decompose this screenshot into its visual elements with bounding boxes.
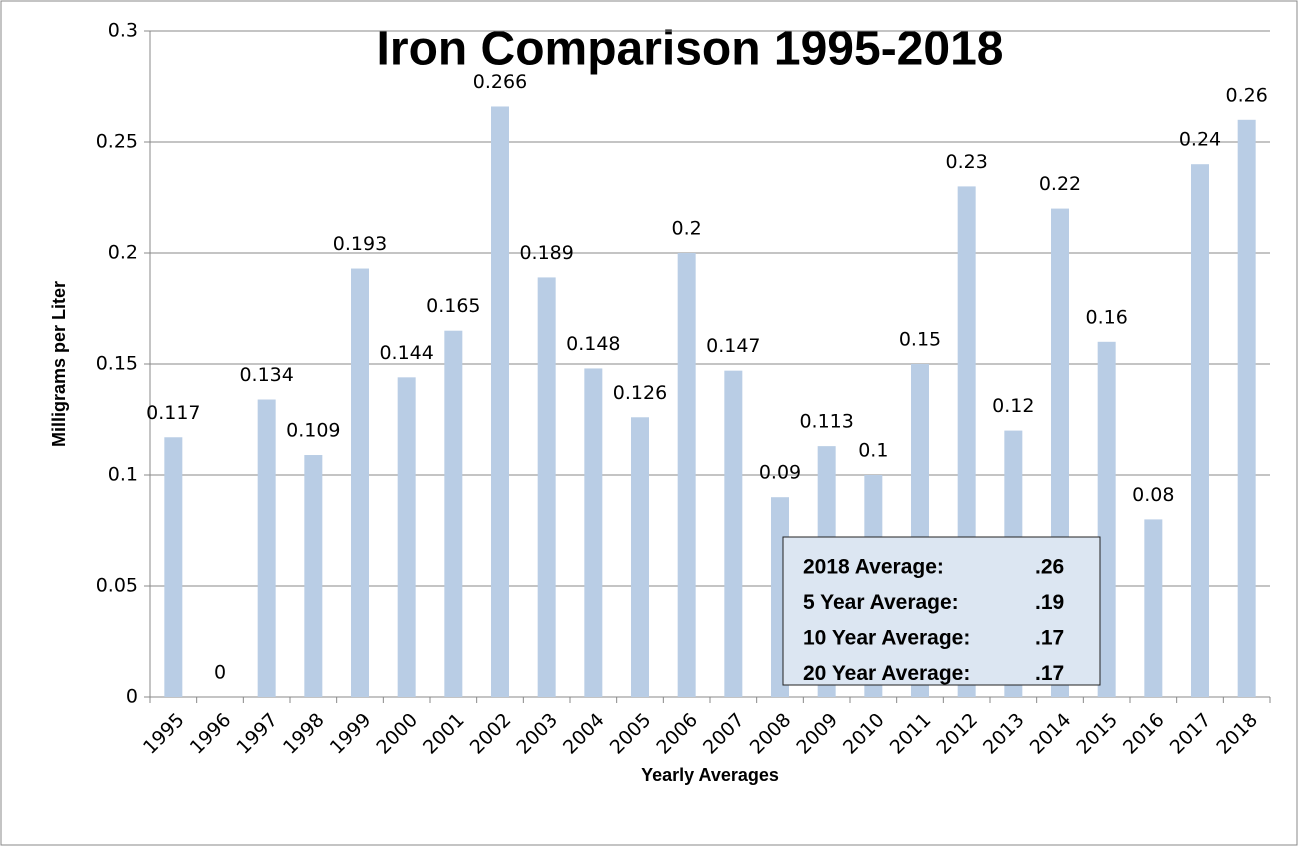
data-label: 0.2 [672, 218, 702, 240]
bar [677, 253, 696, 697]
bar [257, 399, 276, 697]
y-tick-label: 0.25 [96, 131, 138, 153]
annotation-box [782, 536, 1101, 686]
bar [304, 455, 323, 697]
y-tick-label: 0 [126, 686, 138, 708]
y-axis-label: Milligrams per Liter [49, 281, 69, 447]
data-label: 0.165 [426, 295, 480, 317]
bar [397, 377, 416, 697]
data-label: 0.266 [473, 71, 527, 93]
bar [351, 268, 369, 697]
bar [631, 417, 649, 697]
y-tick-label: 0.3 [108, 20, 138, 42]
data-label: 0.08 [1132, 484, 1174, 506]
annotation-value: .17 [1035, 662, 1064, 685]
y-tick-label: 0.1 [108, 464, 138, 486]
bar [1144, 519, 1163, 697]
data-label: 0.09 [759, 462, 801, 484]
data-label: 0.26 [1226, 84, 1268, 106]
bar [1237, 119, 1256, 698]
y-tick-label: 0.15 [96, 353, 138, 375]
bar [164, 437, 183, 697]
data-label: 0.144 [379, 342, 433, 364]
data-label: 0.134 [239, 364, 293, 386]
data-label: 0.117 [146, 402, 200, 424]
y-tick-label: 0.05 [96, 575, 138, 597]
data-label: 0 [214, 662, 226, 684]
data-label: 0.113 [799, 411, 853, 433]
annotation-value: .26 [1035, 556, 1064, 579]
data-label: 0.109 [286, 420, 340, 442]
data-label: 0.193 [333, 233, 387, 255]
data-label: 0.16 [1086, 306, 1128, 328]
bar [537, 277, 556, 697]
data-label: 0.12 [992, 395, 1034, 417]
bar [444, 330, 463, 697]
annotation-label: 2018 Average: [803, 556, 944, 579]
data-label: 0.189 [519, 242, 573, 264]
annotation-value: .19 [1035, 591, 1064, 614]
bar [584, 368, 603, 697]
bar [1097, 341, 1116, 697]
bar [491, 106, 509, 698]
annotation-label: 5 Year Average: [803, 591, 959, 614]
x-axis-label: Yearly Averages [641, 765, 779, 785]
y-tick-label: 0.2 [108, 242, 138, 264]
data-label: 0.15 [899, 329, 941, 351]
data-label: 0.23 [946, 151, 988, 173]
bar [1191, 164, 1209, 697]
data-label: 0.126 [613, 382, 667, 404]
data-label: 0.147 [706, 335, 760, 357]
annotation-label: 20 Year Average: [803, 662, 970, 685]
annotation-label: 10 Year Average: [803, 627, 970, 650]
chart-title: Iron Comparison 1995-2018 [377, 23, 1004, 76]
bar [724, 370, 743, 697]
data-label: 0.22 [1039, 173, 1081, 195]
data-label: 0.1 [858, 440, 888, 462]
data-label: 0.24 [1179, 129, 1221, 151]
data-label: 0.148 [566, 333, 620, 355]
annotation-value: .17 [1035, 627, 1064, 650]
